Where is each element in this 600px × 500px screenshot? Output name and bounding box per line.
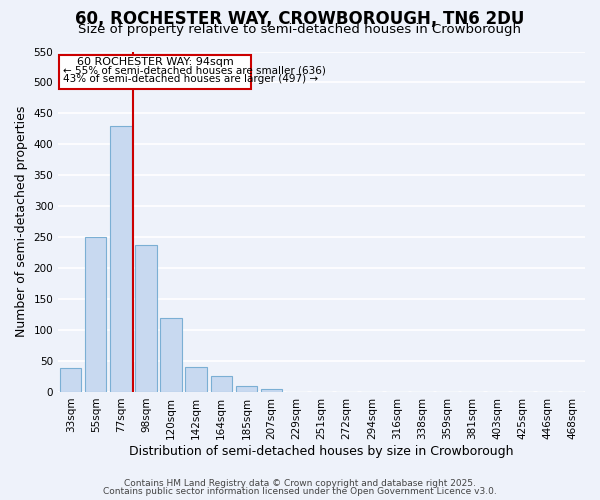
Bar [261,390,282,392]
X-axis label: Distribution of semi-detached houses by size in Crowborough: Distribution of semi-detached houses by … [130,444,514,458]
Bar [60,368,82,392]
Text: Contains public sector information licensed under the Open Government Licence v3: Contains public sector information licen… [103,487,497,496]
Bar [110,126,131,392]
Bar [236,386,257,392]
Text: ← 55% of semi-detached houses are smaller (636): ← 55% of semi-detached houses are smalle… [63,66,326,76]
Bar [85,236,106,392]
Text: Contains HM Land Registry data © Crown copyright and database right 2025.: Contains HM Land Registry data © Crown c… [124,478,476,488]
Y-axis label: Number of semi-detached properties: Number of semi-detached properties [15,106,28,338]
FancyBboxPatch shape [59,54,251,88]
Bar [136,246,157,392]
Bar [211,376,232,392]
Text: Size of property relative to semi-detached houses in Crowborough: Size of property relative to semi-detach… [79,22,521,36]
Text: 60 ROCHESTER WAY: 94sqm: 60 ROCHESTER WAY: 94sqm [77,57,234,67]
Bar [185,366,207,392]
Bar [160,318,182,392]
Text: 60, ROCHESTER WAY, CROWBOROUGH, TN6 2DU: 60, ROCHESTER WAY, CROWBOROUGH, TN6 2DU [76,10,524,28]
Text: 43% of semi-detached houses are larger (497) →: 43% of semi-detached houses are larger (… [63,74,319,85]
